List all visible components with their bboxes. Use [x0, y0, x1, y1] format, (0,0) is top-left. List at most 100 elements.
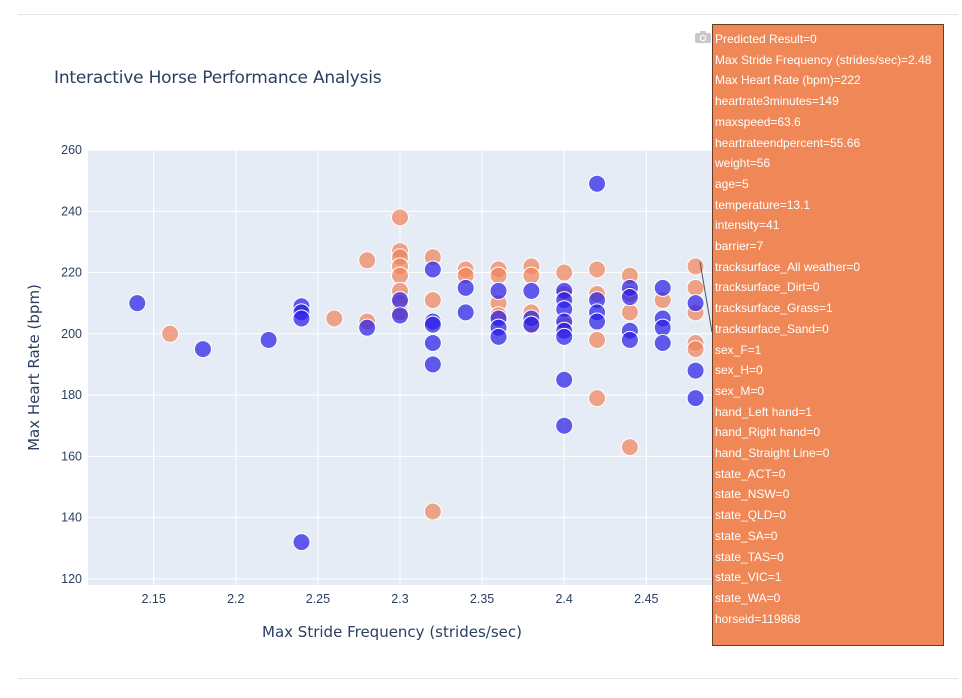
hover-line: Predicted Result=0	[715, 32, 817, 46]
y-axis-title: Max Heart Rate (bpm)	[25, 284, 43, 451]
data-point	[325, 309, 344, 328]
data-point	[423, 355, 442, 374]
data-point	[489, 266, 508, 285]
data-point	[555, 416, 574, 435]
data-point	[358, 318, 377, 337]
data-point	[620, 438, 639, 457]
data-point	[489, 281, 508, 300]
data-point	[588, 389, 607, 408]
data-point	[423, 260, 442, 279]
data-point	[489, 327, 508, 346]
data-point	[653, 278, 672, 297]
data-point	[391, 291, 409, 310]
y-tick-label: 180	[61, 388, 82, 402]
data-point	[555, 327, 574, 346]
y-tick-label: 140	[61, 511, 82, 525]
data-point	[620, 330, 639, 349]
data-point	[686, 278, 705, 297]
data-point	[588, 312, 607, 331]
y-tick-label: 200	[61, 327, 82, 341]
hover-line: sex_H=0	[715, 363, 763, 378]
data-point	[555, 263, 574, 282]
data-point	[653, 333, 672, 352]
hover-line: weight=56	[715, 156, 771, 171]
x-tick-label: 2.15	[142, 592, 166, 606]
y-tick-label: 220	[61, 266, 82, 280]
data-point	[588, 260, 607, 279]
data-point	[292, 309, 311, 328]
hover-line: barrier=7	[715, 239, 764, 254]
hover-line: Max Heart Rate (bpm)=222	[715, 73, 861, 88]
hover-line: intensity=41	[715, 218, 780, 233]
y-tick-label: 160	[61, 449, 82, 463]
hover-line: tracksurface_Sand=0	[715, 321, 829, 336]
data-point	[423, 502, 442, 521]
hover-line: horseid=119868	[715, 611, 801, 626]
data-point	[193, 340, 212, 359]
data-point	[292, 533, 311, 552]
data-point	[588, 174, 607, 193]
data-point	[391, 208, 409, 227]
x-tick-label: 2.4	[556, 592, 573, 606]
hover-line: state_TAS=0	[715, 549, 784, 564]
data-point	[456, 303, 475, 322]
data-point	[423, 333, 442, 352]
hover-line: tracksurface_All weather=0	[715, 259, 861, 274]
hover-line: state_NSW=0	[715, 487, 790, 502]
data-point	[686, 294, 705, 313]
data-point	[391, 266, 409, 285]
data-point	[423, 315, 442, 334]
x-tick-label: 2.25	[306, 592, 330, 606]
data-point	[522, 315, 541, 334]
y-tick-label: 240	[61, 204, 82, 218]
data-point	[259, 330, 278, 349]
hover-line: state_VIC=1	[715, 570, 782, 585]
hover-line: Max Stride Frequency (strides/sec)=2.48	[715, 52, 932, 67]
data-point	[653, 318, 672, 337]
y-tick-label: 120	[61, 572, 82, 586]
data-point	[161, 324, 180, 343]
data-point	[686, 340, 705, 359]
data-point	[620, 288, 639, 307]
hover-line: hand_Straight Line=0	[715, 446, 830, 461]
hover-line: sex_F=1	[715, 342, 762, 357]
data-point	[358, 251, 377, 270]
top-divider	[18, 14, 958, 15]
data-point	[391, 306, 409, 325]
data-point	[522, 281, 541, 300]
chart-title: Interactive Horse Performance Analysis	[54, 68, 382, 88]
hover-line: age=5	[715, 176, 749, 191]
bottom-divider	[18, 678, 958, 679]
data-point	[128, 294, 147, 313]
data-point	[620, 303, 639, 322]
hover-line: state_QLD=0	[715, 508, 787, 523]
data-point	[588, 330, 607, 349]
hover-tooltip: Predicted Result=0 Max Stride Frequency (…	[712, 24, 944, 646]
x-tick-label: 2.45	[634, 592, 658, 606]
y-tick-label: 260	[61, 143, 82, 157]
data-point	[686, 389, 705, 408]
camera-icon[interactable]	[694, 30, 712, 44]
hover-line: state_WA=0	[715, 590, 781, 605]
hover-line: hand_Left hand=1	[715, 404, 813, 419]
hover-line: heartrateendpercent=55.66	[715, 135, 861, 150]
hover-line: heartrate3minutes=149	[715, 94, 839, 109]
hover-line: state_ACT=0	[715, 466, 786, 481]
hover-line: tracksurface_Dirt=0	[715, 280, 820, 295]
hover-pointer-line	[699, 261, 713, 333]
data-point	[456, 278, 475, 297]
data-point	[522, 266, 541, 285]
x-tick-label: 2.3	[391, 592, 408, 606]
x-tick-label: 2.2	[227, 592, 244, 606]
data-point	[423, 291, 442, 310]
hover-line: maxspeed=63.6	[715, 114, 801, 129]
x-axis-title: Max Stride Frequency (strides/sec)	[262, 623, 522, 641]
hover-line: temperature=13.1	[715, 197, 811, 212]
data-point	[555, 370, 574, 389]
data-point	[686, 361, 705, 380]
hover-line: sex_M=0	[715, 383, 765, 398]
hover-line: state_SA=0	[715, 528, 778, 543]
hover-line: tracksurface_Grass=1	[715, 301, 833, 316]
hover-line: hand_Right hand=0	[715, 425, 821, 440]
